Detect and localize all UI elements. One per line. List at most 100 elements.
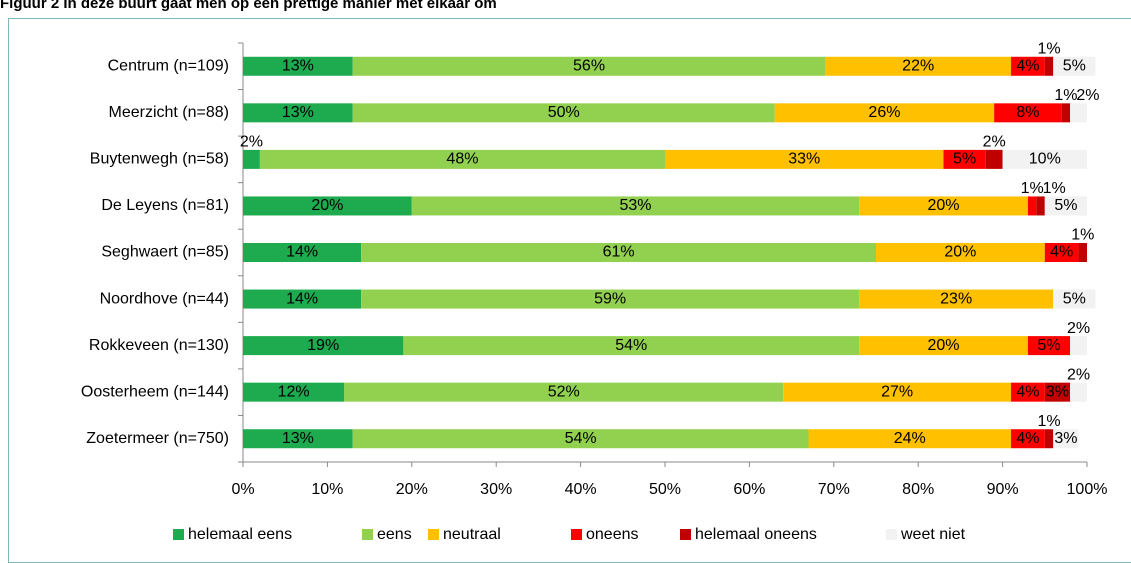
- bar-segment: [783, 382, 1012, 402]
- bar-segment: [994, 103, 1062, 123]
- data-label: 1%: [1071, 227, 1094, 244]
- data-label: 56%: [573, 57, 605, 74]
- data-label: 2%: [1076, 87, 1099, 104]
- bar-segment: [1036, 196, 1045, 216]
- data-label: 1%: [1043, 180, 1066, 197]
- bar-segment: [1011, 429, 1045, 449]
- bar-segment: [1011, 382, 1045, 402]
- y-tick-label: Centrum (n=109): [108, 57, 229, 74]
- bar-segment: [243, 103, 353, 123]
- legend-swatch: [173, 529, 184, 540]
- data-label: 1%: [1037, 413, 1060, 430]
- x-tick-label: 100%: [1067, 481, 1108, 498]
- chart-title: Figuur 2 In deze buurt gaat men op een p…: [0, 0, 497, 12]
- x-tick-label: 90%: [987, 481, 1019, 498]
- bar-segment: [243, 196, 412, 216]
- data-label: 1%: [1021, 180, 1044, 197]
- data-label: 26%: [868, 104, 900, 121]
- data-label: 53%: [619, 197, 651, 214]
- bar-segment: [825, 56, 1012, 76]
- data-label: 4%: [1016, 383, 1039, 400]
- bar-segment: [243, 149, 260, 169]
- data-label: 50%: [548, 104, 580, 121]
- data-label: 20%: [928, 197, 960, 214]
- y-tick-label: Meerzicht (n=88): [109, 104, 230, 121]
- data-label: 2%: [1067, 320, 1090, 337]
- legend-swatch: [362, 529, 373, 540]
- bar-segment: [1044, 382, 1071, 402]
- data-label: 48%: [446, 151, 478, 168]
- x-tick-label: 30%: [480, 481, 512, 498]
- bar-segment: [1002, 149, 1087, 169]
- x-tick-label: 70%: [818, 481, 850, 498]
- data-label: 1%: [1054, 87, 1077, 104]
- data-label: 20%: [944, 244, 976, 261]
- y-tick-label: Seghwaert (n=85): [101, 244, 229, 261]
- data-label: 54%: [615, 337, 647, 354]
- data-label: 13%: [282, 57, 314, 74]
- data-label: 54%: [565, 430, 597, 447]
- bar-segment: [1070, 103, 1087, 123]
- legend-label: eens: [377, 526, 412, 543]
- legend-swatch: [886, 529, 897, 540]
- bar-segment: [243, 382, 345, 402]
- bar-segment: [1078, 243, 1087, 262]
- bar-segment: [243, 56, 353, 76]
- bar-segment: [859, 289, 1054, 309]
- bar-segment: [352, 429, 809, 449]
- bar-segment: [243, 336, 404, 356]
- data-label: 20%: [928, 337, 960, 354]
- data-label: 2%: [240, 134, 263, 151]
- x-tick-label: 40%: [565, 481, 597, 498]
- bar-segment: [1044, 56, 1054, 76]
- data-label: 19%: [307, 337, 339, 354]
- bar-segment: [259, 149, 665, 169]
- bar-segment: [1044, 429, 1054, 449]
- data-label: 5%: [1037, 337, 1060, 354]
- bar-segment: [243, 243, 362, 262]
- data-label: 1%: [1037, 40, 1060, 57]
- bar-segment: [411, 196, 860, 216]
- data-label: 3%: [1046, 383, 1069, 400]
- bar-segment: [352, 103, 775, 123]
- data-label: 20%: [311, 197, 343, 214]
- bar-segment: [243, 429, 353, 449]
- legend-label: helemaal eens: [188, 526, 292, 543]
- x-tick-label: 0%: [231, 481, 254, 498]
- bar-segment: [1044, 196, 1087, 216]
- legend-swatch: [428, 529, 439, 540]
- bar-segment: [1027, 336, 1071, 356]
- data-label: 5%: [1054, 197, 1077, 214]
- bar-segment: [859, 196, 1028, 216]
- bar-segment: [665, 149, 944, 169]
- x-tick-label: 10%: [311, 481, 343, 498]
- data-label: 5%: [953, 151, 976, 168]
- bar-segment: [352, 56, 826, 76]
- bar-segment: [985, 149, 1003, 169]
- y-tick-label: Rokkeveen (n=130): [89, 337, 229, 354]
- x-tick-label: 80%: [902, 481, 934, 498]
- data-label: 14%: [286, 290, 318, 307]
- bar-segment: [1070, 382, 1087, 402]
- data-label: 59%: [594, 290, 626, 307]
- y-tick-label: De Leyens (n=81): [101, 197, 229, 214]
- legend-label: oneens: [586, 526, 639, 543]
- bar-segment: [361, 289, 860, 309]
- x-tick-label: 20%: [396, 481, 428, 498]
- y-tick-label: Noordhove (n=44): [100, 290, 229, 307]
- bar-segment: [344, 382, 784, 402]
- data-label: 52%: [548, 383, 580, 400]
- data-label: 12%: [278, 383, 310, 400]
- bar-segment: [1053, 56, 1096, 76]
- bar-segment: [1070, 336, 1087, 356]
- data-label: 14%: [286, 244, 318, 261]
- bar-segment: [774, 103, 995, 123]
- y-tick-label: Zoetermeer (n=750): [86, 430, 229, 447]
- legend-swatch: [680, 529, 691, 540]
- bar-segment: [403, 336, 860, 356]
- data-label: 33%: [788, 151, 820, 168]
- bar-segment: [1011, 56, 1045, 76]
- data-label: 61%: [603, 244, 635, 261]
- data-label: 4%: [1016, 57, 1039, 74]
